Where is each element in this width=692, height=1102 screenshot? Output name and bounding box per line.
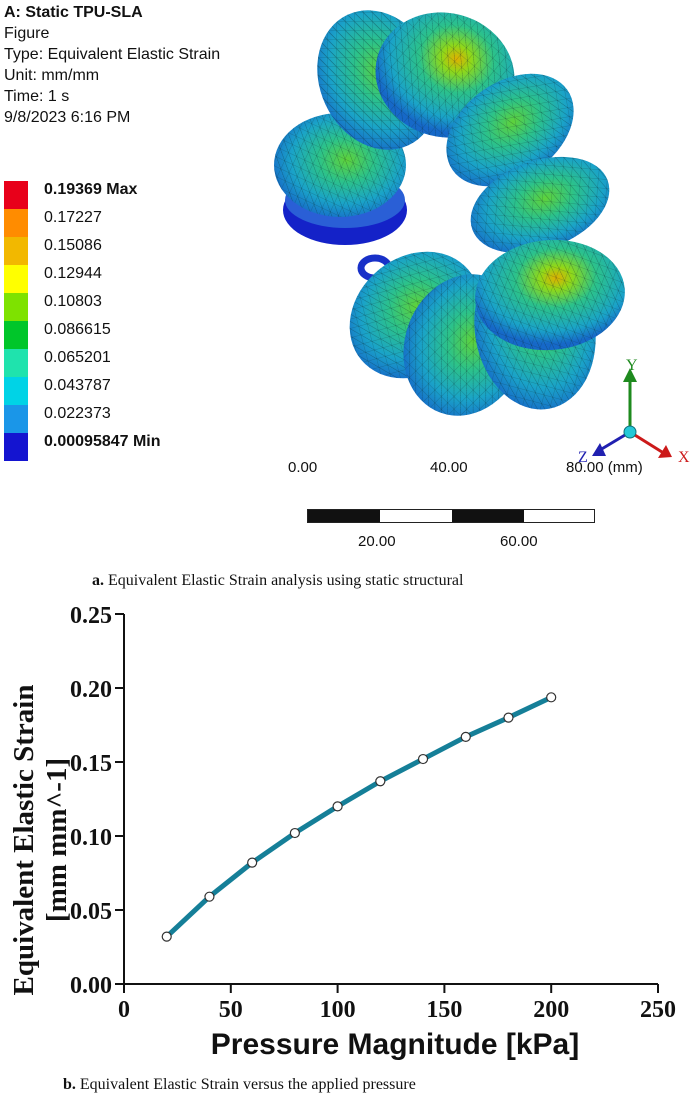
x-arrowhead-icon — [658, 445, 672, 458]
coordinate-triad: Y X Z — [578, 357, 690, 466]
strain-contour-model — [274, 10, 625, 416]
y-tick-label: 0.25 — [70, 603, 112, 629]
legend-label: 0.12944 — [44, 265, 102, 282]
data-point — [289, 827, 300, 839]
simulation-line-figure: Figure — [4, 25, 50, 42]
legend-entry: 0.00095847 Min — [4, 433, 254, 461]
model-lobes — [274, 10, 625, 416]
y-tick-label: 0.00 — [70, 973, 112, 999]
caption-a-text: Equivalent Elastic Strain analysis using… — [108, 572, 464, 589]
data-point — [204, 891, 215, 902]
y-axis-title-line2: [mm mm^-1] — [41, 758, 73, 922]
legend-entry: 0.086615 — [4, 321, 254, 349]
y-tick-label: 0.05 — [70, 899, 112, 925]
legend-label: 0.17227 — [44, 209, 102, 226]
simulation-title: A: Static TPU-SLA — [4, 4, 143, 21]
legend-label: 0.10803 — [44, 293, 102, 310]
data-point — [332, 801, 343, 812]
legend-entry: 0.12944 — [4, 265, 254, 293]
z-arrowhead-icon — [592, 443, 606, 456]
scale-bar: 0.00 40.00 80.00 (mm) 20.00 60.00 — [280, 455, 680, 555]
caption-b-tag: b. — [63, 1076, 76, 1093]
y-tick-label: 0.10 — [70, 825, 112, 851]
data-point — [546, 692, 557, 703]
data-point — [161, 931, 172, 942]
chart-axes — [123, 614, 658, 985]
legend-swatch — [4, 377, 28, 405]
scale-bar-segment-3 — [452, 510, 524, 522]
data-point — [417, 753, 429, 765]
y-arrowhead-icon — [623, 368, 637, 382]
legend-entry: 0.022373 — [4, 405, 254, 433]
data-point — [503, 712, 514, 723]
chart-ticks: 0 50 100 150 200 250 0.00 0.05 0.10 0.15 0.20 0.25 — [70, 603, 676, 1023]
legend-label: 0.086615 — [44, 321, 111, 338]
y-tick-label: 0.20 — [70, 677, 112, 703]
contour-legend: 0.19369 Max 0.17227 0.15086 0.12944 0.10803 0… — [4, 181, 254, 461]
legend-swatch — [4, 265, 28, 293]
legend-swatch — [4, 209, 28, 237]
legend-label: 0.00095847 Min — [44, 433, 161, 450]
data-point — [375, 776, 386, 787]
legend-entry: 0.19369 Max — [4, 181, 254, 209]
series-line — [164, 694, 554, 940]
legend-swatch — [4, 293, 28, 321]
scale-label-20: 20.00 — [358, 533, 396, 550]
x-axis-label: X — [678, 449, 690, 466]
data-point — [247, 857, 258, 868]
simulation-line-type: Type: Equivalent Elastic Strain — [4, 46, 221, 63]
legend-swatch — [4, 405, 28, 433]
scale-bar-segment-1 — [308, 510, 380, 522]
legend-swatch — [4, 237, 28, 265]
x-tick-label: 200 — [533, 997, 569, 1023]
caption-b-text: Equivalent Elastic Strain versus the app… — [79, 1076, 416, 1093]
legend-label: 0.065201 — [44, 349, 111, 366]
legend-entry: 0.065201 — [4, 349, 254, 377]
triad-origin — [623, 425, 637, 439]
z-axis-label: Z — [578, 449, 588, 466]
simulation-line-unit: Unit: mm/mm — [4, 67, 100, 84]
legend-entry: 0.17227 — [4, 209, 254, 237]
caption-a: a. Equivalent Elastic Strain analysis us… — [92, 572, 463, 590]
legend-label: 0.15086 — [44, 237, 102, 254]
y-axis-title-line1: Equivalent Elastic Strain — [8, 685, 40, 996]
legend-swatch — [4, 321, 28, 349]
scale-label-40: 40.00 — [430, 459, 468, 476]
legend-entry: 0.10803 — [4, 293, 254, 321]
simulation-line-time: Time: 1 s — [4, 88, 70, 105]
caption-b: b. Equivalent Elastic Strain versus the … — [63, 1076, 416, 1094]
simulation-info: A: Static TPU-SLA Figure Type: Equivalen… — [4, 2, 220, 128]
x-tick-label: 250 — [640, 997, 676, 1023]
legend-entry: 0.15086 — [4, 237, 254, 265]
scale-label-80: 80.00 (mm) — [566, 459, 643, 476]
legend-label: 0.043787 — [44, 377, 111, 394]
strain-pressure-chart: 0 50 100 150 200 2500.000.050.100.150.200.25 … — [8, 603, 676, 1061]
chart-series — [161, 692, 557, 942]
legend-entry: 0.043787 — [4, 377, 254, 405]
simulation-line-date: 9/8/2023 6:16 PM — [4, 109, 131, 126]
x-tick-label: 0 — [118, 997, 130, 1023]
legend-swatch — [4, 181, 28, 209]
scale-label-60: 60.00 — [500, 533, 538, 550]
legend-label: 0.19369 Max — [44, 181, 138, 198]
x-axis-title: Pressure Magnitude [kPa] — [211, 1028, 579, 1061]
y-axis-label: Y — [626, 357, 638, 374]
legend-swatch — [4, 349, 28, 377]
caption-a-tag: a. — [92, 572, 104, 589]
legend-label: 0.022373 — [44, 405, 111, 422]
legend-swatch — [4, 433, 28, 461]
x-tick-label: 150 — [426, 997, 462, 1023]
x-tick-label: 50 — [219, 997, 243, 1023]
scale-label-0: 0.00 — [288, 459, 318, 476]
x-tick-label: 100 — [320, 997, 356, 1023]
data-point — [460, 731, 471, 742]
scale-bar-track — [307, 509, 595, 523]
y-tick-label: 0.15 — [70, 751, 112, 777]
